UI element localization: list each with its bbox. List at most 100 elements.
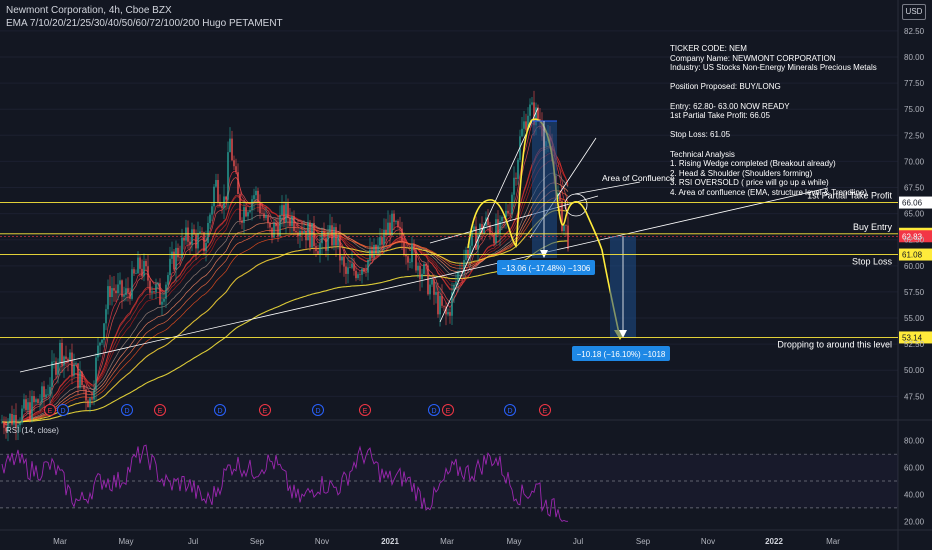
candle-body <box>23 399 25 409</box>
wedge-upper-line[interactable] <box>439 107 539 323</box>
candle-body <box>507 210 509 214</box>
candle-body <box>163 298 165 302</box>
ema-line-50 <box>1 182 569 423</box>
trade-notes: TICKER CODE: NEM Company Name: NEWMONT CO… <box>670 44 877 198</box>
candle-body <box>441 295 443 306</box>
candle-body <box>17 425 19 428</box>
candle-body <box>119 280 121 285</box>
candle-body <box>43 386 45 398</box>
candle-body <box>453 284 455 293</box>
earnings-marker[interactable] <box>44 404 56 416</box>
earnings-marker[interactable] <box>359 404 371 416</box>
candle-body <box>389 222 391 236</box>
note-line <box>670 92 877 102</box>
rsi-axis[interactable]: 80.00 60.00 40.00 20.00 <box>904 437 925 527</box>
candle-body <box>39 402 41 404</box>
event-marker-letter: E <box>48 408 53 415</box>
candle-body <box>97 345 99 358</box>
lower-trendline[interactable] <box>19 187 829 373</box>
confluence-circle[interactable] <box>564 193 588 217</box>
trendlines[interactable] <box>19 107 829 373</box>
wedge-lower-line[interactable] <box>429 195 599 244</box>
dividend-marker[interactable] <box>504 404 516 416</box>
candle-body <box>101 339 103 343</box>
candle-body <box>139 257 141 269</box>
indicator-legend[interactable]: EMA 7/10/20/21/25/30/40/50/60/72/100/200… <box>6 18 283 29</box>
candle-body <box>305 231 307 241</box>
price-axis[interactable]: 82.50 80.00 77.50 75.00 72.50 70.00 67.50 65.00… <box>904 27 925 401</box>
measure-box-drop-1[interactable] <box>532 121 557 258</box>
rsi-legend[interactable]: RSI (14, close) <box>6 426 59 435</box>
candle-body <box>67 358 69 362</box>
candle-body <box>169 258 171 276</box>
dividend-marker[interactable] <box>121 404 133 416</box>
candle-body <box>391 213 393 236</box>
candle-body <box>193 229 195 235</box>
price-axis-label: 72.50 <box>904 131 925 140</box>
price-axis-label: 70.00 <box>904 157 925 166</box>
candle-body <box>57 363 59 375</box>
candle-body <box>9 413 11 422</box>
rsi-axis-label: 20.00 <box>904 517 925 526</box>
rsi-line <box>1 444 568 522</box>
candle-body <box>199 231 201 234</box>
candle-body <box>153 291 155 293</box>
candle-body <box>81 371 83 386</box>
candle-body <box>403 241 405 255</box>
candle-body <box>267 215 269 223</box>
price-axis-label: 82.50 <box>904 27 925 36</box>
candle-body <box>411 243 413 263</box>
candle-body <box>279 215 281 237</box>
dividend-marker[interactable] <box>428 404 440 416</box>
candle-body <box>529 104 531 116</box>
candle-body <box>259 202 261 214</box>
earnings-marker[interactable] <box>154 404 166 416</box>
level-price-tag <box>899 196 932 209</box>
confluence-pointer-line[interactable] <box>574 181 641 195</box>
candle-body <box>349 267 351 268</box>
event-marker-letter: E <box>363 408 368 415</box>
time-axis-label: Nov <box>315 537 329 546</box>
dividend-marker[interactable] <box>57 404 69 416</box>
candle-body <box>179 257 181 258</box>
candle-body <box>209 214 211 224</box>
candle-body <box>451 292 453 316</box>
earnings-marker[interactable] <box>442 404 454 416</box>
rsi-pane[interactable] <box>0 444 898 522</box>
price-axis-label: 47.50 <box>904 392 925 401</box>
dividend-marker[interactable] <box>312 404 324 416</box>
earnings-marker[interactable] <box>259 404 271 416</box>
candle-body <box>13 414 15 425</box>
candle-body <box>239 194 241 221</box>
candle-body <box>353 263 355 271</box>
candle-body <box>91 398 93 400</box>
candle-body <box>291 216 293 227</box>
candle-body <box>429 284 431 295</box>
candle-body <box>207 223 209 243</box>
candle-body <box>355 270 357 279</box>
candle-body <box>11 413 13 425</box>
dividend-marker[interactable] <box>214 404 226 416</box>
candle-body <box>457 272 459 282</box>
candle-body <box>125 288 127 295</box>
note-line: Stop Loss: 61.05 <box>670 130 731 140</box>
earnings-marker[interactable] <box>539 404 551 416</box>
candle-body <box>307 222 309 241</box>
candle-body <box>531 102 533 105</box>
currency-label[interactable]: USD <box>902 4 926 20</box>
candle-body <box>513 177 515 195</box>
price-axis-label: 50.00 <box>904 366 925 375</box>
candle-body <box>359 274 361 275</box>
candle-body <box>105 309 107 324</box>
candle-body <box>265 215 267 218</box>
price-axis-label: 80.00 <box>904 53 925 62</box>
candle-body <box>269 222 271 228</box>
chart-grid <box>0 30 898 397</box>
time-axis[interactable]: Mar May Jul Sep Nov 2021 Mar May Jul Sep Nov 2022 Ma… <box>53 537 840 546</box>
candle-body <box>61 342 63 366</box>
candle-body <box>363 268 365 272</box>
candle-body <box>75 363 77 365</box>
